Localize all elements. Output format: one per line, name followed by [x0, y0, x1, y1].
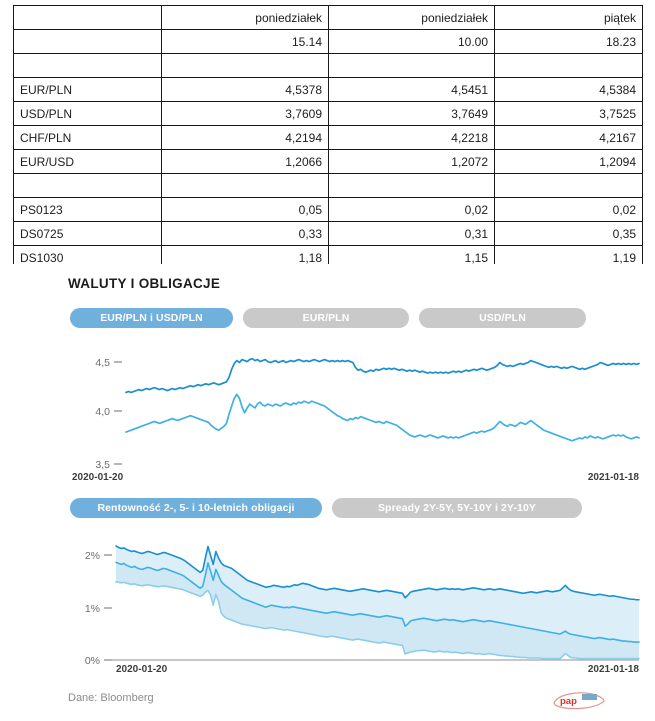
y-tick-1pct: 1%	[85, 603, 100, 615]
bonds-chart: 2% 1% 0% 2020-01-20 2021-01-18	[0, 530, 655, 676]
pap-logo-icon: pap	[553, 692, 605, 710]
row-value-3: 0,02	[494, 197, 643, 222]
table-row: EUR/PLN 4,5378 4,5451 4,5384	[13, 77, 643, 102]
header-cell-day-1: poniedziałek	[161, 5, 329, 30]
logo-outline	[553, 692, 605, 710]
row-value-2: 4,2218	[328, 125, 495, 150]
rates-table: poniedziałek poniedziałek piątek 15.14 1…	[13, 5, 643, 270]
line-usd-pln	[125, 393, 640, 442]
row-label: EUR/USD	[13, 149, 162, 174]
charts-panel: WALUTY I OBLIGACJE EUR/PLN i USD/PLN EUR…	[0, 264, 655, 721]
row-value-3: 4,5384	[494, 77, 643, 102]
tab-bond-spreads[interactable]: Spready 2Y-5Y, 5Y-10Y i 2Y-10Y	[332, 498, 582, 518]
row-label: DS0725	[13, 221, 162, 246]
header-cell-blank	[13, 5, 162, 30]
row-value-2: 3,7649	[328, 101, 495, 126]
currency-chart-svg: 4,5 4,0 3,5 2020-01-20 2021-01-18	[72, 357, 640, 482]
row-label: USD/PLN	[13, 101, 162, 126]
currency-series-group	[125, 357, 640, 442]
currency-chart: 4,5 4,0 3,5 2020-01-20 2021-01-18	[0, 340, 655, 482]
x-axis-start-date: 2020-01-20	[116, 664, 168, 675]
tab-eurpln[interactable]: EUR/PLN	[243, 308, 409, 328]
row-value-1: 3,7609	[161, 101, 329, 126]
header-cell-day-3: piątek	[494, 5, 643, 30]
row-value-2: 4,5451	[328, 77, 495, 102]
bonds-tab-group: Rentowność 2-, 5- i 10-letnich obligacji…	[70, 498, 582, 518]
row-value-3: 4,2167	[494, 125, 643, 150]
table-row: CHF/PLN 4,2194 4,2218 4,2167	[13, 125, 643, 150]
header-cell-day-2: poniedziałek	[328, 5, 495, 30]
table-row: EUR/USD 1,2066 1,2072 1,2094	[13, 149, 643, 174]
table-spacer-row-1	[13, 53, 643, 78]
y-tick-4-5: 4,5	[95, 357, 110, 369]
rates-table-body: poniedziałek poniedziałek piątek 15.14 1…	[13, 5, 643, 270]
table-row: PS0123 0,05 0,02 0,02	[13, 197, 643, 222]
row-value-1: 0,05	[161, 197, 329, 222]
row-label: CHF/PLN	[13, 125, 162, 150]
time-cell-blank	[13, 29, 162, 54]
x-axis-end-date: 2021-01-18	[588, 472, 640, 482]
tab-bond-yields[interactable]: Rentowność 2-, 5- i 10-letnich obligacji	[70, 498, 322, 518]
time-cell-3: 18.23	[494, 29, 643, 54]
logo-text-pap: pap	[560, 696, 577, 707]
bonds-series-group	[115, 545, 640, 660]
row-label: EUR/PLN	[13, 77, 162, 102]
time-cell-1: 15.14	[161, 29, 329, 54]
row-label: PS0123	[13, 197, 162, 222]
time-cell-2: 10.00	[328, 29, 495, 54]
panel-title: WALUTY I OBLIGACJE	[68, 276, 221, 291]
line-2y	[115, 581, 640, 660]
area-2y-clear	[116, 581, 639, 660]
tab-usdpln[interactable]: USD/PLN	[419, 308, 586, 328]
line-10y	[115, 545, 640, 601]
row-value-3: 1,2094	[494, 149, 643, 174]
line-eur-pln	[125, 357, 640, 394]
x-axis-start-date: 2020-01-20	[72, 472, 124, 482]
row-value-1: 4,2194	[161, 125, 329, 150]
row-value-3: 3,7525	[494, 101, 643, 126]
line-5y	[115, 561, 640, 643]
table-spacer-row-2	[13, 173, 643, 198]
row-value-1: 0,33	[161, 221, 329, 246]
row-value-1: 4,5378	[161, 77, 329, 102]
row-value-2: 0,02	[328, 197, 495, 222]
rates-table-container: poniedziałek poniedziałek piątek 15.14 1…	[13, 5, 643, 270]
tab-eurpln-usdpln[interactable]: EUR/PLN i USD/PLN	[70, 308, 233, 328]
table-row: USD/PLN 3,7609 3,7649 3,7525	[13, 101, 643, 126]
row-value-2: 1,2072	[328, 149, 495, 174]
y-tick-3-5: 3,5	[95, 459, 110, 471]
y-tick-2pct: 2%	[85, 550, 100, 562]
x-axis-end-date: 2021-01-18	[588, 664, 640, 675]
currency-tab-group: EUR/PLN i USD/PLN EUR/PLN USD/PLN	[70, 308, 586, 328]
pap-logo: pap	[552, 690, 608, 712]
source-note: Dane: Bloomberg	[68, 692, 154, 704]
y-tick-0pct: 0%	[85, 655, 100, 667]
row-value-1: 1,2066	[161, 149, 329, 174]
bonds-chart-svg: 2% 1% 0% 2020-01-20 2021-01-18	[85, 545, 640, 675]
row-value-2: 0,31	[328, 221, 495, 246]
row-value-3: 0,35	[494, 221, 643, 246]
y-tick-4-0: 4,0	[95, 406, 110, 418]
table-row: DS0725 0,33 0,31 0,35	[13, 221, 643, 246]
logo-blue-block	[582, 694, 597, 700]
table-time-row: 15.14 10.00 18.23	[13, 29, 643, 54]
table-header-row: poniedziałek poniedziałek piątek	[13, 5, 643, 30]
